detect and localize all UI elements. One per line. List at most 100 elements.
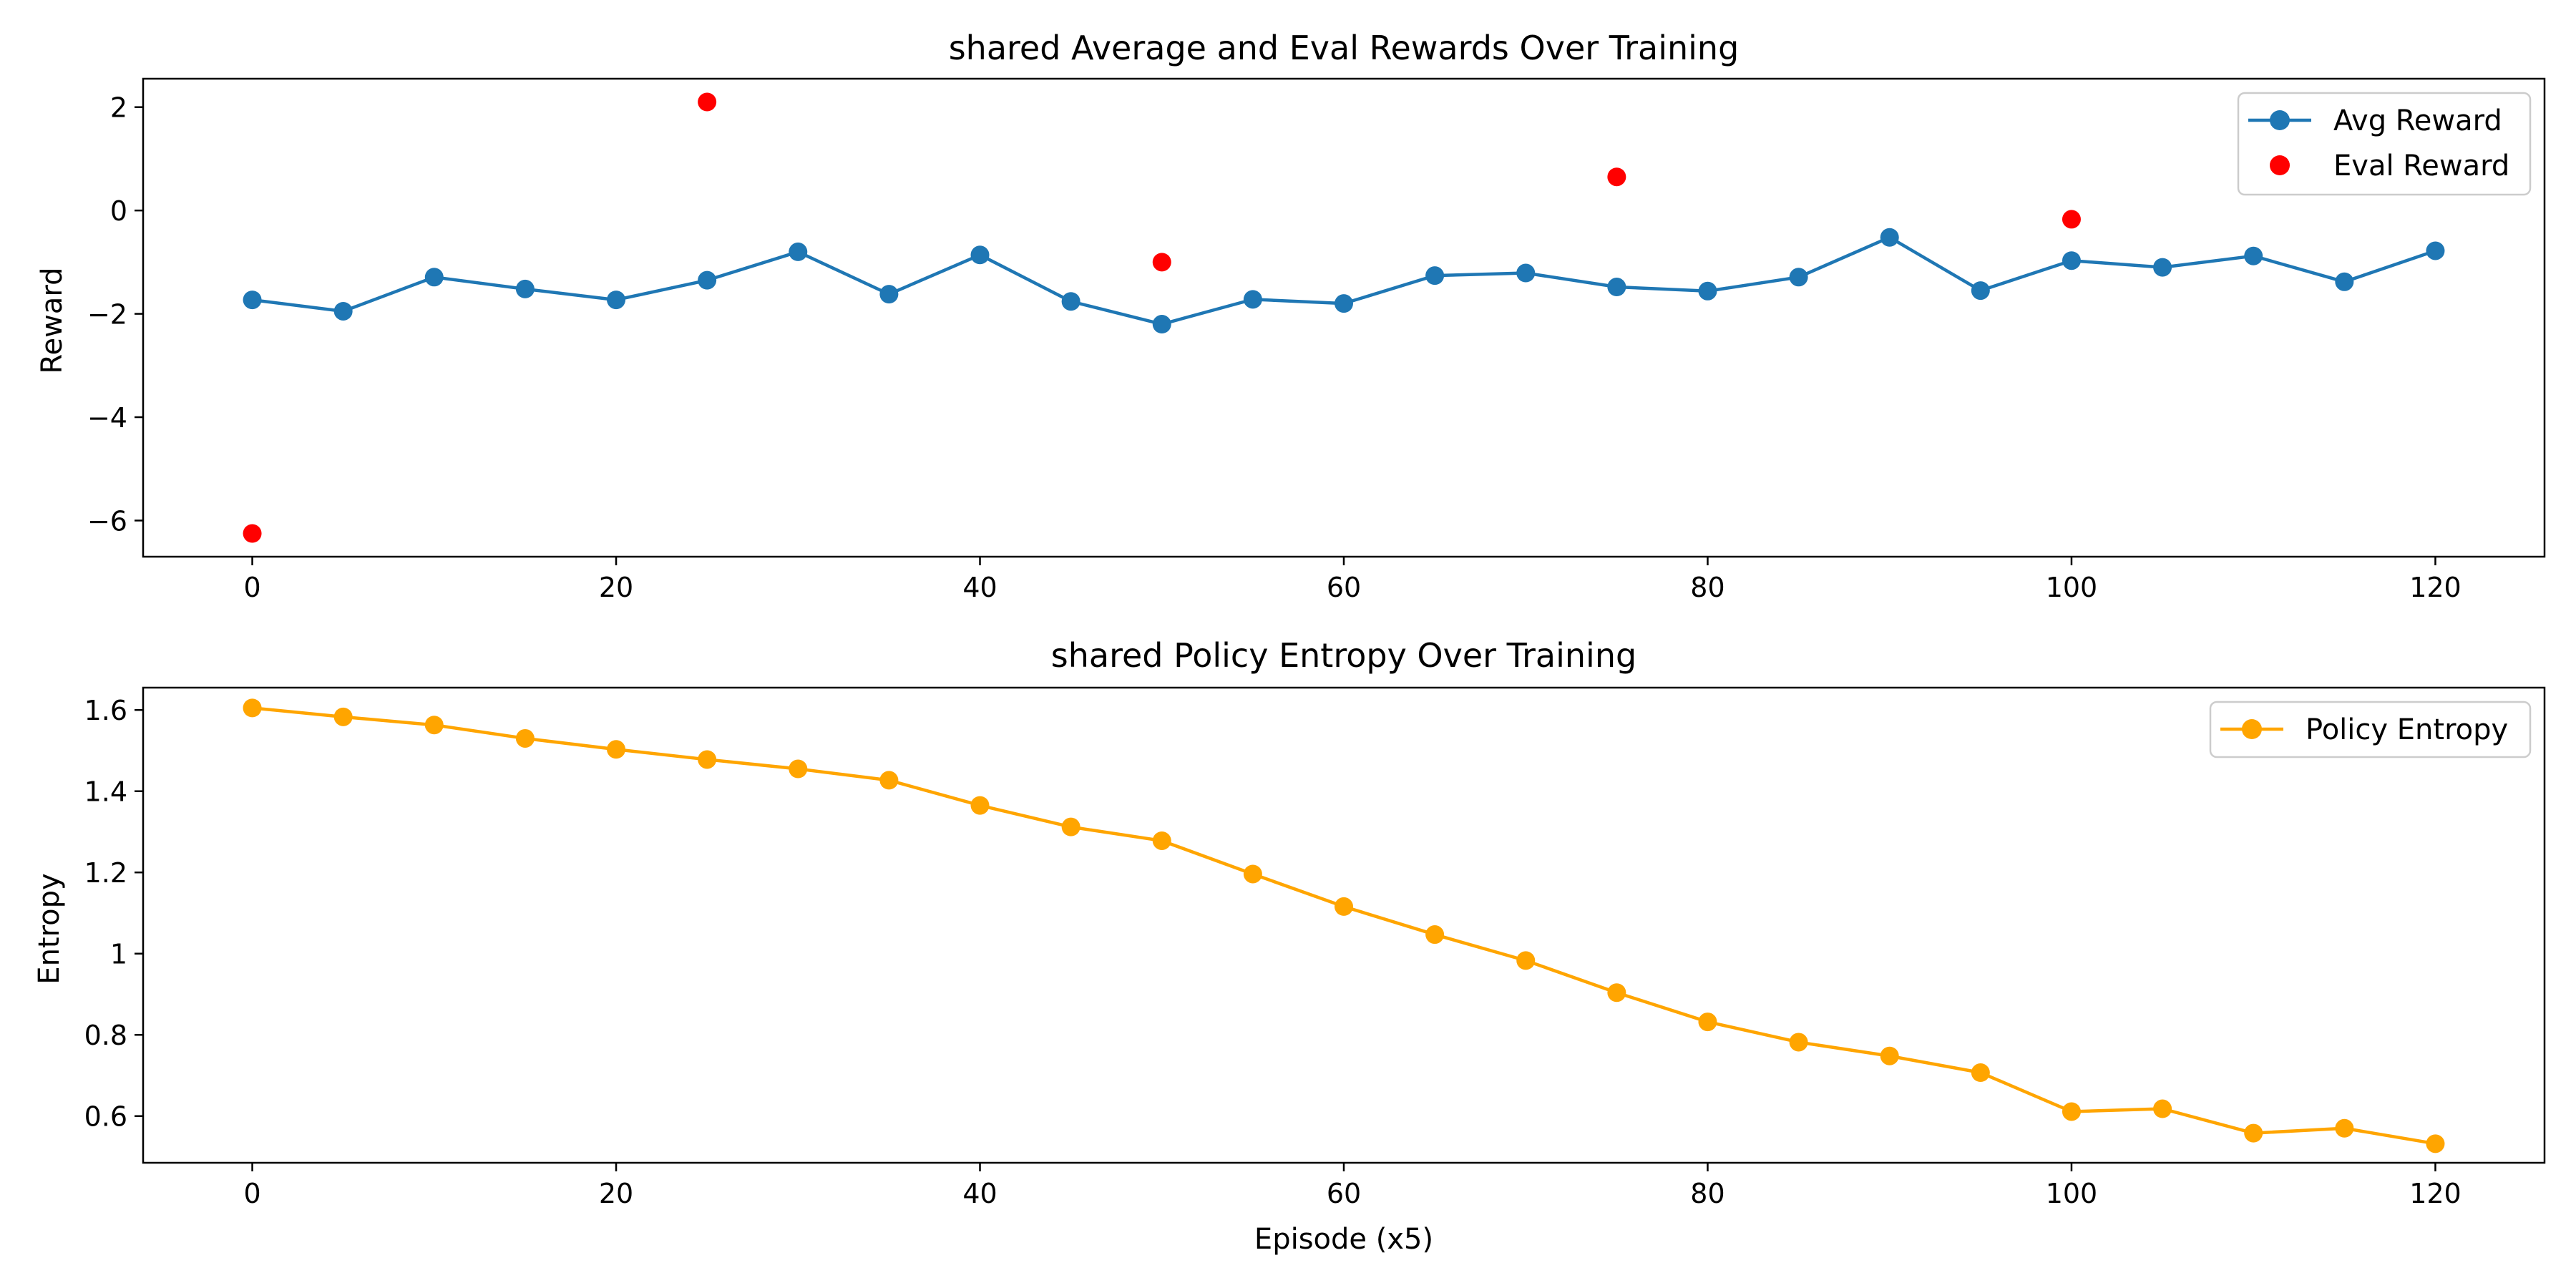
policy-entropy-point bbox=[607, 740, 626, 759]
avg-reward-point bbox=[789, 242, 808, 261]
reward-x-tick-label: 40 bbox=[962, 572, 997, 603]
avg-reward-point bbox=[1880, 228, 1899, 247]
reward-x-ticks: 0 20 40 60 80 100 120 bbox=[243, 557, 2462, 603]
eval-reward-legend-label: Eval Reward bbox=[2333, 150, 2509, 182]
reward-plot-area bbox=[243, 92, 2445, 543]
entropy-y-tick-label: 1.2 bbox=[84, 857, 127, 889]
entropy-subplot: shared Policy Entropy Over Training Entr… bbox=[33, 636, 2546, 1256]
entropy-x-tick-label: 80 bbox=[1690, 1178, 1724, 1209]
policy-entropy-point bbox=[515, 728, 535, 748]
entropy-y-axis-label: Entropy bbox=[33, 873, 66, 984]
entropy-y-tick-label: 0.8 bbox=[84, 1020, 127, 1051]
avg-reward-point bbox=[1698, 281, 1717, 301]
policy-entropy-point bbox=[2426, 1134, 2445, 1153]
policy-entropy-point bbox=[970, 796, 990, 815]
avg-reward-point bbox=[1425, 266, 1445, 286]
avg-reward-point bbox=[243, 291, 262, 310]
entropy-y-ticks: 0.6 0.8 1 1.2 1.4 1.6 bbox=[84, 695, 143, 1133]
policy-entropy-legend-marker bbox=[2242, 719, 2262, 739]
policy-entropy-point bbox=[879, 771, 899, 790]
policy-entropy-point bbox=[698, 750, 717, 769]
avg-reward-point bbox=[1335, 294, 1353, 313]
entropy-axes-frame bbox=[142, 686, 2546, 1164]
avg-reward-point bbox=[1971, 281, 1990, 301]
avg-reward-point bbox=[2153, 258, 2172, 277]
entropy-x-tick-label: 40 bbox=[962, 1178, 997, 1209]
policy-entropy-point bbox=[1152, 831, 1171, 850]
reward-x-tick-label: 60 bbox=[1327, 572, 1361, 603]
policy-entropy-point bbox=[1243, 864, 1262, 884]
avg-reward-point bbox=[879, 285, 899, 304]
policy-entropy-point bbox=[2153, 1099, 2172, 1118]
entropy-x-axis-label: Episode (x5) bbox=[1254, 1223, 1433, 1256]
entropy-x-tick-label: 100 bbox=[2046, 1178, 2098, 1209]
avg-reward-point bbox=[333, 301, 353, 321]
avg-reward-point bbox=[1607, 278, 1626, 297]
policy-entropy-point bbox=[1880, 1046, 1899, 1065]
policy-entropy-point bbox=[2062, 1102, 2081, 1121]
reward-y-tick-label: 2 bbox=[110, 92, 127, 124]
eval-reward-point bbox=[1152, 253, 1171, 272]
policy-entropy-point bbox=[1516, 951, 1536, 970]
reward-legend: Avg Reward Eval Reward bbox=[2237, 92, 2532, 196]
reward-x-tick-label: 100 bbox=[2046, 572, 2098, 603]
policy-entropy-point bbox=[1698, 1013, 1717, 1032]
reward-x-tick-label: 0 bbox=[243, 572, 260, 603]
eval-reward-point bbox=[1607, 167, 1626, 187]
policy-entropy-point bbox=[1607, 983, 1626, 1002]
entropy-y-tick-label: 1 bbox=[110, 939, 127, 970]
entropy-y-tick-label: 0.6 bbox=[84, 1101, 127, 1133]
reward-y-tick-label: −4 bbox=[87, 402, 127, 434]
entropy-plot-area bbox=[243, 698, 2445, 1153]
avg-reward-point bbox=[698, 270, 717, 290]
policy-entropy-point bbox=[1971, 1063, 1990, 1083]
policy-entropy-point bbox=[424, 716, 444, 735]
reward-x-tick-label: 20 bbox=[599, 572, 633, 603]
avg-reward-point bbox=[1243, 290, 1262, 309]
reward-y-ticks: −6 −4 −2 0 2 bbox=[87, 92, 143, 537]
avg-reward-point bbox=[2335, 272, 2354, 291]
policy-entropy-point bbox=[2335, 1118, 2354, 1138]
avg-reward-point bbox=[424, 268, 444, 287]
eval-reward-point bbox=[2062, 210, 2081, 229]
avg-reward-point bbox=[1789, 268, 1808, 287]
policy-entropy-point bbox=[1335, 897, 1353, 916]
entropy-x-tick-label: 60 bbox=[1327, 1178, 1361, 1209]
entropy-x-ticks: 0 20 40 60 80 100 120 bbox=[243, 1163, 2462, 1209]
entropy-x-tick-label: 20 bbox=[599, 1178, 633, 1209]
reward-chart-title: shared Average and Eval Rewards Over Tra… bbox=[949, 29, 1740, 67]
policy-entropy-point bbox=[333, 707, 353, 726]
entropy-x-tick-label: 120 bbox=[2409, 1178, 2462, 1209]
avg-reward-point bbox=[1152, 315, 1171, 334]
avg-reward-point bbox=[2062, 251, 2081, 270]
policy-entropy-point bbox=[789, 759, 808, 779]
reward-y-tick-label: −6 bbox=[87, 505, 127, 537]
policy-entropy-point bbox=[1061, 817, 1080, 836]
avg-reward-legend-label: Avg Reward bbox=[2333, 104, 2502, 137]
avg-reward-legend-marker bbox=[2270, 110, 2290, 130]
reward-y-tick-label: 0 bbox=[110, 195, 127, 227]
avg-reward-point bbox=[1061, 292, 1080, 311]
reward-x-tick-label: 80 bbox=[1690, 572, 1724, 603]
reward-axes-frame bbox=[142, 77, 2546, 558]
avg-reward-point bbox=[607, 291, 626, 310]
entropy-y-tick-label: 1.4 bbox=[84, 776, 127, 808]
entropy-legend: Policy Entropy bbox=[2209, 701, 2532, 758]
reward-legend-box bbox=[2237, 92, 2532, 196]
avg-reward-point bbox=[2426, 241, 2445, 260]
policy-entropy-point bbox=[243, 698, 262, 718]
avg-reward-point bbox=[1516, 263, 1536, 283]
avg-reward-point bbox=[970, 245, 990, 265]
policy-entropy-point bbox=[1789, 1033, 1808, 1052]
entropy-legend-box bbox=[2209, 701, 2532, 758]
eval-reward-legend-marker bbox=[2270, 155, 2290, 175]
avg-reward-point bbox=[2244, 246, 2263, 265]
eval-reward-point bbox=[698, 92, 717, 112]
policy-entropy-legend-label: Policy Entropy bbox=[2306, 713, 2508, 746]
eval-reward-point bbox=[243, 524, 262, 543]
policy-entropy-point bbox=[2244, 1123, 2263, 1143]
policy-entropy-point bbox=[1425, 925, 1445, 945]
avg-reward-point bbox=[515, 279, 535, 298]
entropy-x-tick-label: 0 bbox=[243, 1178, 260, 1209]
